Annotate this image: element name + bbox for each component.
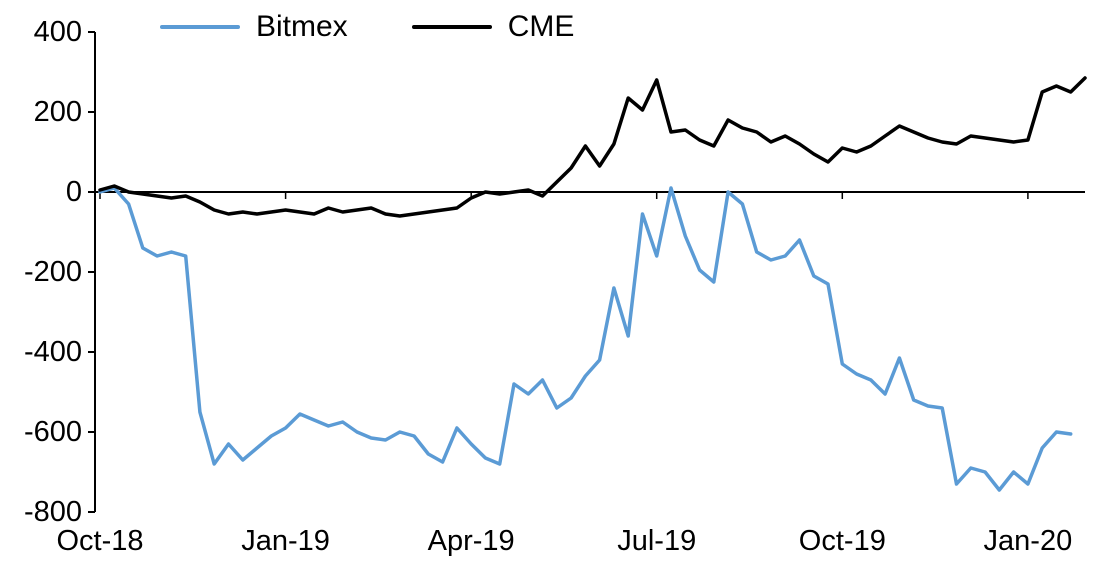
y-tick-label: 400 (33, 16, 82, 48)
legend-label-bitmex: Bitmex (256, 10, 348, 43)
x-tick-label: Jan-20 (983, 525, 1073, 557)
y-tick-label: -600 (23, 416, 82, 448)
cme-line-swatch (411, 24, 492, 30)
y-tick-label: 200 (33, 96, 82, 128)
y-tick-label: -800 (23, 496, 82, 528)
bitmex-line (98, 186, 1073, 492)
x-tick-label: Apr-19 (427, 525, 515, 557)
legend-item-cme: CME (411, 10, 575, 44)
x-tick-label: Oct-19 (798, 525, 886, 557)
legend-item-bitmex: Bitmex (160, 10, 348, 44)
legend-label-cme: CME (507, 10, 575, 43)
y-tick-label: -200 (23, 256, 82, 288)
x-tick-label: Jul-19 (617, 525, 697, 557)
y-tick-label: -400 (23, 336, 82, 368)
x-tick-label: Oct-18 (56, 525, 144, 557)
bitmex-line-swatch (160, 24, 240, 30)
x-tick-label: Jan-19 (241, 525, 330, 557)
y-tick-label: 0 (65, 176, 82, 208)
cme-line (98, 76, 1087, 218)
legend: Bitmex CME (160, 10, 574, 44)
